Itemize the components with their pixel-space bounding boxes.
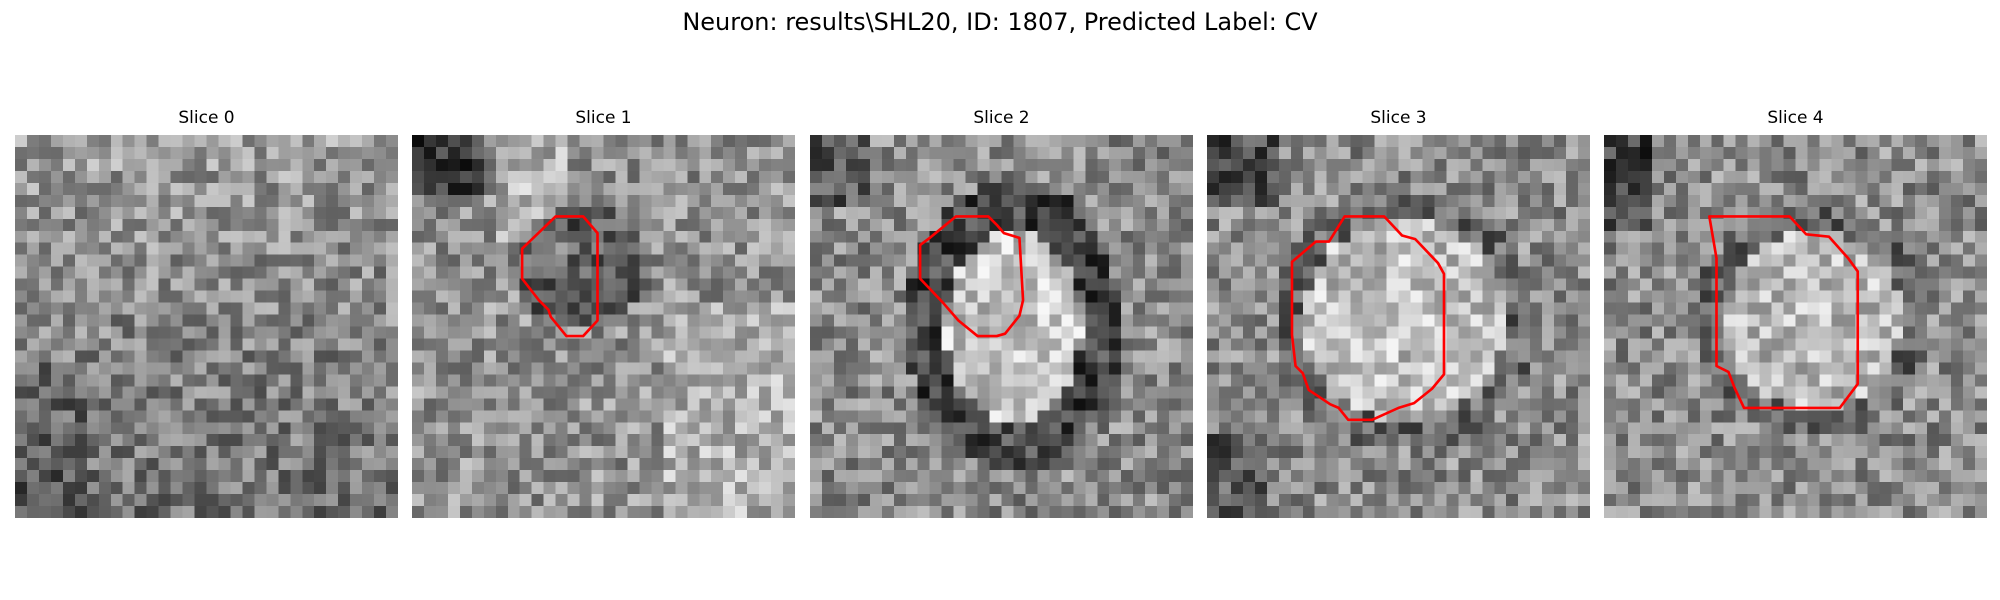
slice-title: Slice 1 [575,108,632,128]
slice-title: Slice 0 [178,108,235,128]
slice-image-4 [1604,135,1987,518]
roi-contour [1708,215,1860,410]
slice-image-3 [1207,135,1590,518]
roi-contour [520,215,599,338]
figure-title: Neuron: results\SHL20, ID: 1807, Predict… [682,8,1318,36]
slice-title: Slice 2 [973,108,1030,128]
slice-image-2 [810,135,1193,518]
slice-image-1 [412,135,795,518]
slice-title: Slice 3 [1370,108,1427,128]
roi-contour [1290,215,1446,422]
slice-title: Slice 4 [1767,108,1824,128]
slice-image-0 [15,135,398,518]
roi-contour [918,215,1025,338]
